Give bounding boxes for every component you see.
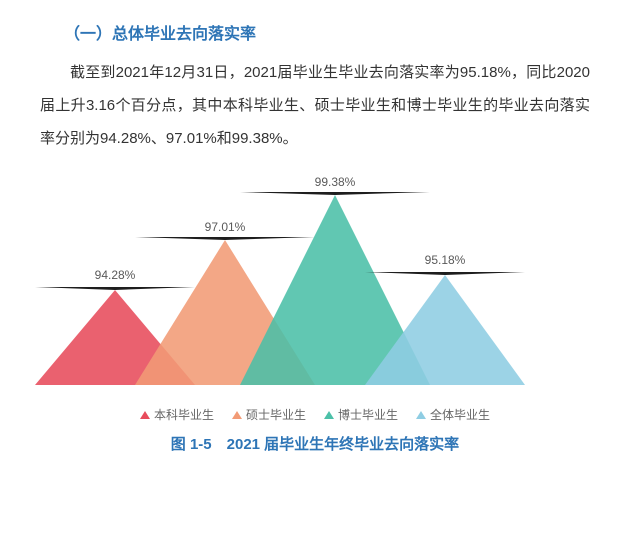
legend-item: 博士毕业生 xyxy=(324,406,398,423)
legend-item: 全体毕业生 xyxy=(416,406,490,423)
chart-legend: 本科毕业生 硕士毕业生 博士毕业生 全体毕业生 xyxy=(65,406,565,423)
chart-value-label: 99.38% xyxy=(315,175,356,189)
legend-label: 全体毕业生 xyxy=(430,406,490,423)
chart-value-label: 94.28% xyxy=(95,268,136,282)
legend-label: 硕士毕业生 xyxy=(246,406,306,423)
legend-label: 博士毕业生 xyxy=(338,406,398,423)
chart-value-label: 95.18% xyxy=(425,253,466,267)
triangle-marker-icon xyxy=(416,411,426,419)
chart-triangle xyxy=(365,272,525,385)
body-paragraph: 截至到2021年12月31日，2021届毕业生毕业去向落实率为95.18%，同比… xyxy=(40,56,590,155)
legend-item: 本科毕业生 xyxy=(140,406,214,423)
section-title: （一）总体毕业去向落实率 xyxy=(40,20,590,44)
chart-plot-area: 94.28%97.01%99.38%95.18% xyxy=(65,175,565,385)
triangle-marker-icon xyxy=(140,411,150,419)
legend-label: 本科毕业生 xyxy=(154,406,214,423)
legend-item: 硕士毕业生 xyxy=(232,406,306,423)
figure-caption: 图 1-5 2021 届毕业生年终毕业去向落实率 xyxy=(40,433,590,454)
employment-rate-chart: 94.28%97.01%99.38%95.18% 本科毕业生硕士毕业生博士毕业生… xyxy=(65,165,565,425)
triangle-marker-icon xyxy=(324,411,334,419)
triangle-marker-icon xyxy=(232,411,242,419)
